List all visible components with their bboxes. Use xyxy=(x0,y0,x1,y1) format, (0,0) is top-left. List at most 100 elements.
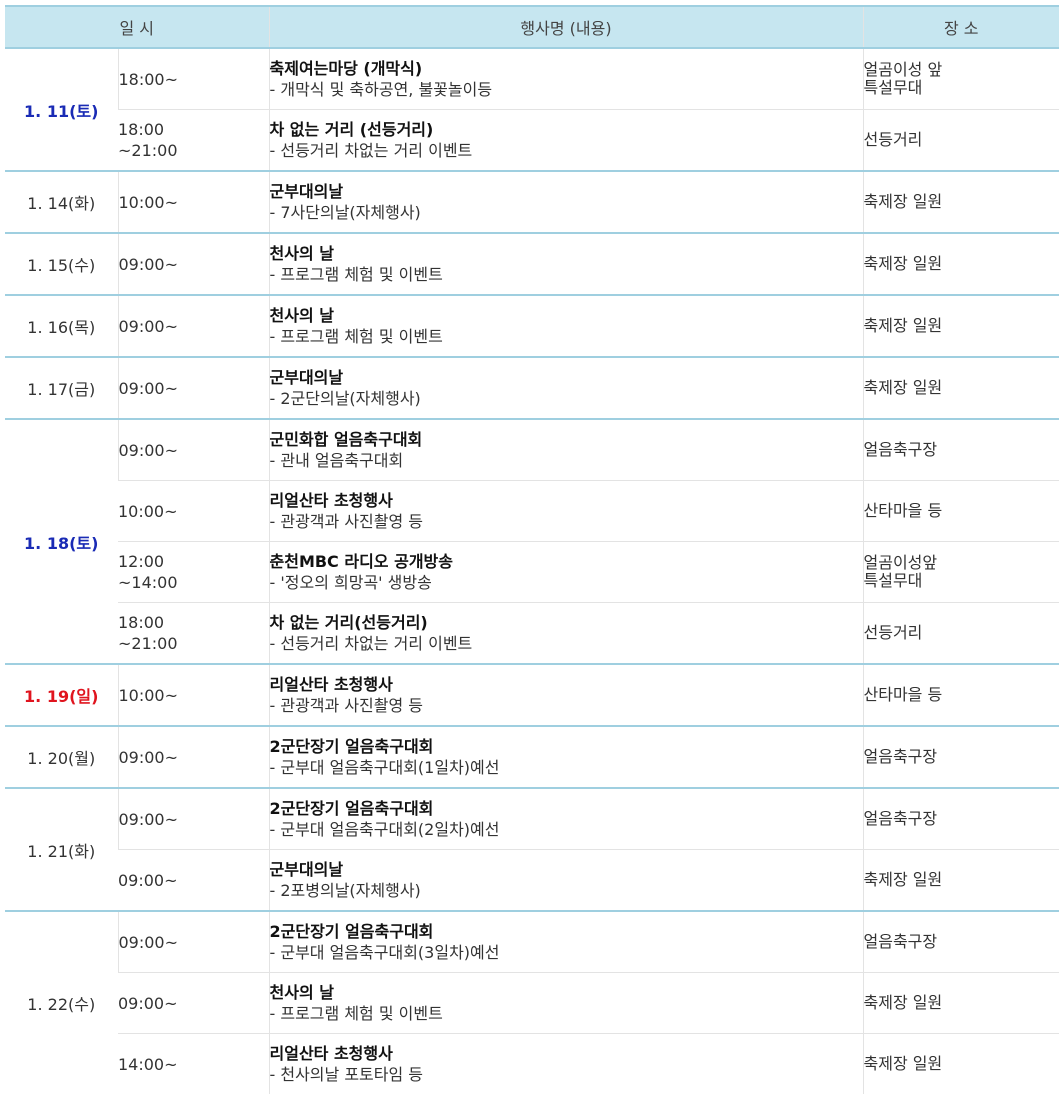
time-cell: 09:00~ xyxy=(118,973,269,1034)
table-row: 09:00~군부대의날- 2포병의날(자체행사)축제장 일원 xyxy=(5,850,1059,912)
schedule-body: 1. 11(토)18:00~축제여는마당 (개막식)- 개막식 및 축하공연, … xyxy=(5,48,1059,1094)
place-cell: 산타마을 등 xyxy=(863,664,1059,726)
event-cell: 2군단장기 얼음축구대회- 군부대 얼음축구대회(2일차)예선 xyxy=(269,788,863,850)
place-cell: 축제장 일원 xyxy=(863,973,1059,1034)
place-cell: 축제장 일원 xyxy=(863,171,1059,233)
event-description: - 7사단의날(자체행사) xyxy=(270,202,863,223)
event-description: - 천사의날 포토타임 등 xyxy=(270,1064,863,1085)
event-cell: 군민화합 얼음축구대회- 관내 얼음축구대회 xyxy=(269,419,863,481)
time-cell: 18:00~ xyxy=(118,48,269,110)
event-title: 차 없는 거리(선등거리) xyxy=(270,612,863,633)
header-date-time: 일 시 xyxy=(5,6,269,48)
event-description: - 군부대 얼음축구대회(2일차)예선 xyxy=(270,819,863,840)
event-description: - 선등거리 차없는 거리 이벤트 xyxy=(270,633,863,654)
time-cell: 18:00 ~21:00 xyxy=(118,603,269,665)
time-cell: 09:00~ xyxy=(118,357,269,419)
event-description: - 관광객과 사진촬영 등 xyxy=(270,511,863,532)
event-cell: 차 없는 거리 (선등거리)- 선등거리 차없는 거리 이벤트 xyxy=(269,110,863,172)
event-title: 차 없는 거리 (선등거리) xyxy=(270,119,863,140)
event-description: - 프로그램 체험 및 이벤트 xyxy=(270,326,863,347)
table-header-row: 일 시 행사명 (내용) 장 소 xyxy=(5,6,1059,48)
event-title: 축제여는마당 (개막식) xyxy=(270,58,863,79)
time-cell: 09:00~ xyxy=(118,726,269,788)
event-description: - 프로그램 체험 및 이벤트 xyxy=(270,1003,863,1024)
event-cell: 리얼산타 초청행사- 천사의날 포토타임 등 xyxy=(269,1034,863,1094)
time-cell: 09:00~ xyxy=(118,295,269,357)
date-cell: 1. 17(금) xyxy=(5,357,118,419)
time-cell: 09:00~ xyxy=(118,233,269,295)
event-cell: 춘천MBC 라디오 공개방송- '정오의 희망곡' 생방송 xyxy=(269,542,863,603)
event-title: 군민화합 얼음축구대회 xyxy=(270,429,863,450)
event-title: 천사의 날 xyxy=(270,243,863,264)
event-title: 리얼산타 초청행사 xyxy=(270,674,863,695)
event-description: - 군부대 얼음축구대회(3일차)예선 xyxy=(270,942,863,963)
event-cell: 리얼산타 초청행사- 관광객과 사진촬영 등 xyxy=(269,481,863,542)
date-cell: 1. 14(화) xyxy=(5,171,118,233)
date-cell: 1. 16(목) xyxy=(5,295,118,357)
table-row: 1. 17(금)09:00~군부대의날- 2군단의날(자체행사)축제장 일원 xyxy=(5,357,1059,419)
event-cell: 군부대의날- 2군단의날(자체행사) xyxy=(269,357,863,419)
schedule-table: 일 시 행사명 (내용) 장 소 1. 11(토)18:00~축제여는마당 (개… xyxy=(5,5,1059,1094)
time-cell: 09:00~ xyxy=(118,788,269,850)
event-title: 군부대의날 xyxy=(270,181,863,202)
header-event: 행사명 (내용) xyxy=(269,6,863,48)
place-cell: 축제장 일원 xyxy=(863,357,1059,419)
date-cell: 1. 20(월) xyxy=(5,726,118,788)
table-row: 1. 11(토)18:00~축제여는마당 (개막식)- 개막식 및 축하공연, … xyxy=(5,48,1059,110)
table-row: 1. 21(화)09:00~2군단장기 얼음축구대회- 군부대 얼음축구대회(2… xyxy=(5,788,1059,850)
time-cell: 14:00~ xyxy=(118,1034,269,1094)
table-row: 1. 20(월)09:00~2군단장기 얼음축구대회- 군부대 얼음축구대회(1… xyxy=(5,726,1059,788)
time-cell: 10:00~ xyxy=(118,171,269,233)
place-cell: 선등거리 xyxy=(863,603,1059,665)
place-cell: 얼음축구장 xyxy=(863,419,1059,481)
date-cell: 1. 19(일) xyxy=(5,664,118,726)
event-description: - '정오의 희망곡' 생방송 xyxy=(270,572,863,593)
table-row: 1. 14(화)10:00~군부대의날- 7사단의날(자체행사)축제장 일원 xyxy=(5,171,1059,233)
place-cell: 얼음축구장 xyxy=(863,788,1059,850)
place-cell: 산타마을 등 xyxy=(863,481,1059,542)
time-cell: 09:00~ xyxy=(118,911,269,973)
event-description: - 개막식 및 축하공연, 불꽃놀이등 xyxy=(270,79,863,100)
place-cell: 얼음축구장 xyxy=(863,726,1059,788)
event-cell: 2군단장기 얼음축구대회- 군부대 얼음축구대회(3일차)예선 xyxy=(269,911,863,973)
event-title: 군부대의날 xyxy=(270,367,863,388)
event-cell: 천사의 날- 프로그램 체험 및 이벤트 xyxy=(269,233,863,295)
table-row: 1. 22(수)09:00~2군단장기 얼음축구대회- 군부대 얼음축구대회(3… xyxy=(5,911,1059,973)
event-cell: 차 없는 거리(선등거리)- 선등거리 차없는 거리 이벤트 xyxy=(269,603,863,665)
place-cell: 얼음축구장 xyxy=(863,911,1059,973)
event-description: - 2군단의날(자체행사) xyxy=(270,388,863,409)
event-description: - 2포병의날(자체행사) xyxy=(270,880,863,901)
event-description: - 군부대 얼음축구대회(1일차)예선 xyxy=(270,757,863,778)
event-cell: 2군단장기 얼음축구대회- 군부대 얼음축구대회(1일차)예선 xyxy=(269,726,863,788)
place-cell: 얼곰이성 앞 특설무대 xyxy=(863,48,1059,110)
time-cell: 10:00~ xyxy=(118,481,269,542)
time-cell: 10:00~ xyxy=(118,664,269,726)
event-description: - 프로그램 체험 및 이벤트 xyxy=(270,264,863,285)
event-title: 춘천MBC 라디오 공개방송 xyxy=(270,551,863,572)
place-cell: 선등거리 xyxy=(863,110,1059,172)
date-cell: 1. 18(토) xyxy=(5,419,118,664)
time-cell: 12:00 ~14:00 xyxy=(118,542,269,603)
date-cell: 1. 21(화) xyxy=(5,788,118,911)
header-place: 장 소 xyxy=(863,6,1059,48)
event-title: 2군단장기 얼음축구대회 xyxy=(270,921,863,942)
event-title: 리얼산타 초청행사 xyxy=(270,490,863,511)
time-cell: 09:00~ xyxy=(118,419,269,481)
event-cell: 축제여는마당 (개막식)- 개막식 및 축하공연, 불꽃놀이등 xyxy=(269,48,863,110)
event-description: - 관광객과 사진촬영 등 xyxy=(270,695,863,716)
event-title: 리얼산타 초청행사 xyxy=(270,1043,863,1064)
place-cell: 얼곰이성앞 특설무대 xyxy=(863,542,1059,603)
event-description: - 선등거리 차없는 거리 이벤트 xyxy=(270,140,863,161)
event-title: 천사의 날 xyxy=(270,305,863,326)
place-cell: 축제장 일원 xyxy=(863,850,1059,912)
date-cell: 1. 22(수) xyxy=(5,911,118,1094)
time-cell: 09:00~ xyxy=(118,850,269,912)
event-title: 2군단장기 얼음축구대회 xyxy=(270,798,863,819)
